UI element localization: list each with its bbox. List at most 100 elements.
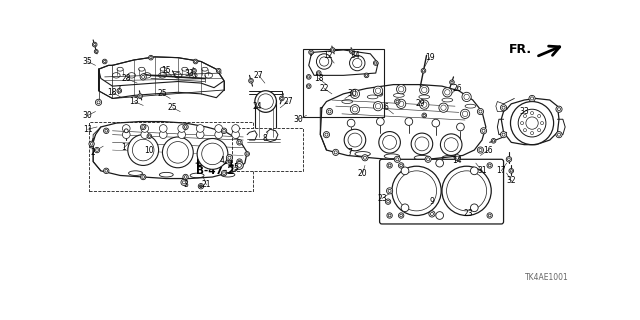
- Circle shape: [405, 118, 413, 125]
- Bar: [303, 49, 384, 117]
- Bar: [90, 122, 253, 191]
- Circle shape: [228, 160, 231, 163]
- Circle shape: [399, 213, 404, 218]
- Circle shape: [524, 129, 527, 132]
- Text: 27: 27: [254, 71, 264, 80]
- Circle shape: [90, 142, 93, 145]
- Circle shape: [218, 69, 220, 72]
- Circle shape: [454, 155, 460, 161]
- Circle shape: [178, 131, 186, 139]
- Circle shape: [557, 133, 561, 136]
- Text: 8: 8: [262, 134, 268, 143]
- Text: 23: 23: [463, 210, 473, 219]
- Circle shape: [198, 184, 204, 189]
- Circle shape: [196, 131, 204, 139]
- Circle shape: [280, 96, 284, 101]
- Circle shape: [445, 90, 450, 95]
- Circle shape: [223, 130, 225, 132]
- Circle shape: [436, 212, 444, 219]
- Text: 2: 2: [91, 148, 95, 157]
- Circle shape: [104, 168, 109, 173]
- Text: 22: 22: [319, 84, 329, 93]
- Text: 7: 7: [347, 148, 352, 157]
- Text: 33: 33: [520, 107, 529, 116]
- Ellipse shape: [384, 154, 399, 158]
- Circle shape: [477, 108, 484, 115]
- Circle shape: [325, 133, 328, 136]
- Text: 30: 30: [294, 115, 303, 124]
- Circle shape: [281, 97, 283, 100]
- Circle shape: [94, 147, 100, 153]
- Circle shape: [221, 171, 227, 176]
- Circle shape: [118, 90, 120, 92]
- Ellipse shape: [419, 95, 429, 99]
- Circle shape: [556, 106, 562, 112]
- Circle shape: [383, 135, 397, 149]
- Circle shape: [102, 59, 107, 64]
- Circle shape: [323, 132, 330, 138]
- Circle shape: [237, 159, 242, 164]
- Circle shape: [258, 94, 273, 109]
- Ellipse shape: [113, 73, 120, 78]
- Circle shape: [349, 55, 365, 71]
- Text: 4: 4: [220, 156, 224, 164]
- Circle shape: [520, 122, 524, 124]
- Circle shape: [167, 141, 189, 163]
- Circle shape: [394, 156, 401, 162]
- Circle shape: [332, 49, 334, 51]
- Circle shape: [178, 124, 186, 132]
- Ellipse shape: [159, 73, 166, 78]
- Circle shape: [464, 94, 469, 100]
- Circle shape: [182, 181, 186, 184]
- Circle shape: [221, 128, 227, 133]
- Circle shape: [192, 68, 196, 73]
- Text: 13: 13: [129, 97, 139, 106]
- Circle shape: [373, 61, 378, 65]
- Circle shape: [228, 156, 231, 159]
- Circle shape: [193, 69, 195, 72]
- Circle shape: [421, 68, 426, 73]
- Circle shape: [181, 179, 187, 186]
- Circle shape: [388, 164, 391, 167]
- Ellipse shape: [342, 100, 353, 103]
- Circle shape: [308, 50, 314, 55]
- Text: 32: 32: [506, 176, 516, 185]
- Circle shape: [250, 80, 252, 82]
- Circle shape: [142, 176, 145, 178]
- Circle shape: [510, 170, 513, 172]
- Circle shape: [423, 114, 426, 116]
- Text: 14: 14: [452, 156, 462, 164]
- Circle shape: [334, 151, 337, 154]
- Ellipse shape: [408, 173, 425, 181]
- Circle shape: [200, 185, 202, 188]
- Text: 34: 34: [350, 51, 360, 60]
- Circle shape: [375, 88, 381, 93]
- Circle shape: [380, 93, 381, 95]
- Circle shape: [470, 167, 478, 175]
- Text: 35: 35: [83, 57, 93, 66]
- Circle shape: [216, 68, 221, 73]
- Circle shape: [310, 51, 312, 53]
- Ellipse shape: [394, 93, 404, 97]
- Circle shape: [316, 71, 321, 75]
- Circle shape: [148, 55, 153, 60]
- Circle shape: [184, 126, 187, 128]
- Text: 29: 29: [415, 99, 425, 108]
- Circle shape: [376, 118, 384, 125]
- Circle shape: [531, 97, 534, 100]
- Circle shape: [122, 131, 130, 139]
- Circle shape: [388, 189, 391, 192]
- Circle shape: [444, 138, 458, 152]
- Circle shape: [492, 139, 496, 143]
- Circle shape: [365, 74, 367, 76]
- Ellipse shape: [458, 173, 475, 181]
- Text: FR.: FR.: [509, 44, 532, 56]
- Circle shape: [326, 108, 333, 115]
- Text: 17: 17: [497, 166, 506, 175]
- Circle shape: [93, 44, 96, 46]
- Circle shape: [348, 133, 362, 147]
- Circle shape: [351, 50, 353, 53]
- Circle shape: [163, 137, 193, 168]
- Ellipse shape: [442, 98, 452, 102]
- FancyBboxPatch shape: [380, 159, 504, 224]
